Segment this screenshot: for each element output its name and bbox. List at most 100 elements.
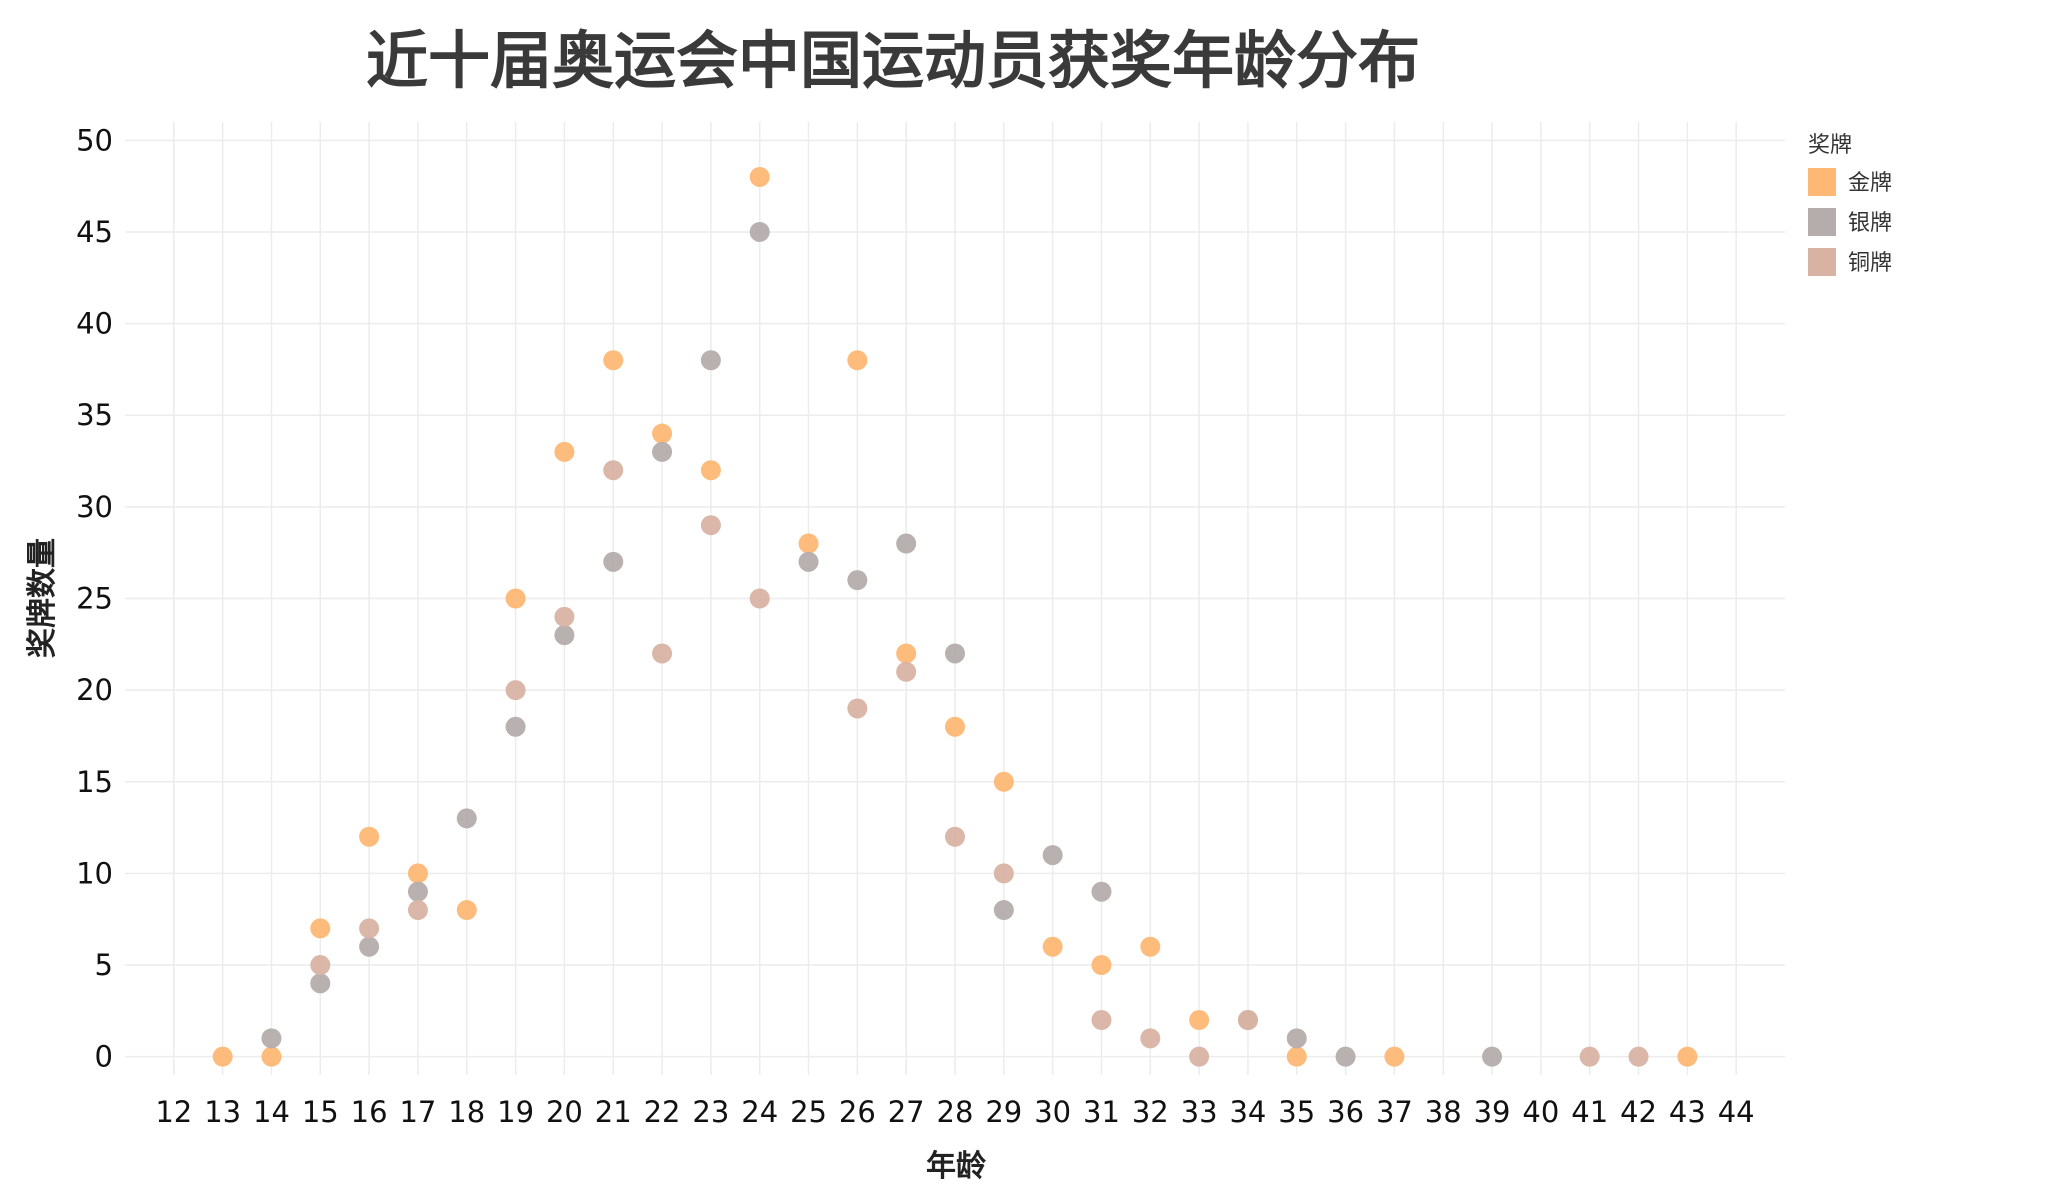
data-point-series-2 — [359, 918, 380, 939]
data-point-series-0 — [798, 533, 819, 554]
data-point-series-1 — [456, 808, 477, 829]
data-point-series-0 — [456, 900, 477, 921]
data-point-series-2 — [1237, 1010, 1258, 1031]
y-axis-label: 奖牌数量 — [25, 538, 60, 658]
data-point-series-1 — [896, 533, 917, 554]
y-tick-label: 20 — [76, 673, 113, 707]
x-tick-label: 15 — [302, 1095, 339, 1129]
x-axis-label: 年龄 — [926, 1149, 987, 1184]
x-tick-label: 28 — [937, 1095, 974, 1129]
data-point-series-2 — [1579, 1046, 1600, 1067]
data-point-series-2 — [847, 698, 868, 719]
data-point-series-0 — [505, 588, 526, 609]
x-tick-label: 12 — [155, 1095, 192, 1129]
y-axis-ticks: 0 5 10 15 20 25 30 35 40 45 50 — [76, 123, 113, 1073]
data-point-series-0 — [1677, 1046, 1698, 1067]
x-tick-label: 41 — [1571, 1095, 1608, 1129]
x-tick-label: 34 — [1229, 1095, 1266, 1129]
data-point-series-0 — [993, 771, 1014, 792]
x-tick-label: 37 — [1376, 1095, 1413, 1129]
data-point-series-0 — [847, 350, 868, 371]
data-point-series-1 — [749, 221, 770, 242]
data-point-series-2 — [896, 661, 917, 682]
legend-swatch — [1808, 248, 1836, 276]
x-tick-label: 19 — [497, 1095, 534, 1129]
data-point-series-0 — [652, 423, 673, 444]
data-point-series-1 — [1286, 1028, 1307, 1049]
data-point-series-0 — [749, 166, 770, 187]
data-point-series-0 — [310, 918, 331, 939]
data-point-series-1 — [847, 570, 868, 591]
data-point-series-0 — [1140, 936, 1161, 957]
data-point-series-1 — [1091, 881, 1112, 902]
data-point-series-2 — [1140, 1028, 1161, 1049]
data-point-series-0 — [359, 826, 380, 847]
x-tick-label: 32 — [1132, 1095, 1169, 1129]
x-axis-ticks: 12 13 14 15 16 17 18 19 20 21 22 23 24 25 26 27 28 29 30 31… — [155, 1095, 1754, 1129]
x-tick-label: 42 — [1620, 1095, 1657, 1129]
data-point-series-2 — [652, 643, 673, 664]
y-tick-label: 35 — [76, 398, 113, 432]
data-point-series-0 — [1384, 1046, 1405, 1067]
x-tick-label: 16 — [351, 1095, 388, 1129]
x-tick-label: 21 — [595, 1095, 632, 1129]
x-tick-label: 22 — [644, 1095, 681, 1129]
y-tick-label: 30 — [76, 490, 113, 524]
data-point-series-0 — [212, 1046, 233, 1067]
x-tick-label: 33 — [1181, 1095, 1218, 1129]
x-tick-label: 25 — [790, 1095, 827, 1129]
data-point-series-1 — [310, 973, 331, 994]
x-tick-label: 29 — [985, 1095, 1022, 1129]
data-point-series-2 — [945, 826, 965, 847]
legend-title: 奖牌 — [1808, 133, 1852, 158]
data-point-series-1 — [505, 716, 526, 737]
data-point-series-0 — [261, 1046, 282, 1067]
data-point-series-0 — [407, 863, 428, 884]
y-tick-label: 40 — [76, 307, 113, 341]
data-point-series-2 — [700, 515, 721, 536]
y-tick-label: 25 — [76, 582, 113, 616]
data-points — [212, 166, 1698, 1067]
data-point-series-0 — [603, 350, 624, 371]
x-tick-label: 27 — [888, 1095, 925, 1129]
x-tick-label: 13 — [204, 1095, 241, 1129]
data-point-series-0 — [1091, 955, 1112, 976]
y-tick-label: 15 — [76, 765, 113, 799]
data-point-series-1 — [1042, 845, 1063, 866]
data-point-series-0 — [1286, 1046, 1307, 1067]
y-tick-label: 45 — [76, 215, 113, 249]
data-point-series-2 — [993, 863, 1014, 884]
x-tick-label: 23 — [692, 1095, 729, 1129]
data-point-series-0 — [700, 460, 721, 481]
data-point-series-2 — [1189, 1046, 1210, 1067]
data-point-series-1 — [945, 643, 965, 664]
x-tick-label: 30 — [1034, 1095, 1071, 1129]
y-tick-label: 0 — [95, 1040, 113, 1074]
data-point-series-1 — [554, 625, 575, 646]
legend-label: 银牌 — [1848, 211, 1892, 236]
data-point-series-1 — [407, 881, 428, 902]
data-point-series-2 — [310, 955, 331, 976]
x-tick-label: 14 — [253, 1095, 290, 1129]
data-point-series-2 — [1091, 1010, 1112, 1031]
data-point-series-0 — [1042, 936, 1063, 957]
legend-swatch — [1808, 208, 1836, 236]
x-tick-label: 38 — [1425, 1095, 1462, 1129]
data-point-series-1 — [652, 441, 673, 462]
x-tick-label: 44 — [1718, 1095, 1755, 1129]
data-point-series-2 — [749, 588, 770, 609]
x-tick-label: 35 — [1278, 1095, 1315, 1129]
x-tick-label: 43 — [1669, 1095, 1706, 1129]
data-point-series-1 — [261, 1028, 282, 1049]
data-point-series-0 — [945, 716, 965, 737]
legend-swatch — [1808, 168, 1836, 196]
data-point-series-2 — [603, 460, 624, 481]
data-point-series-2 — [1628, 1046, 1649, 1067]
x-tick-label: 24 — [741, 1095, 778, 1129]
data-point-series-1 — [603, 551, 624, 572]
data-point-series-1 — [798, 551, 819, 572]
data-point-series-1 — [700, 350, 721, 371]
